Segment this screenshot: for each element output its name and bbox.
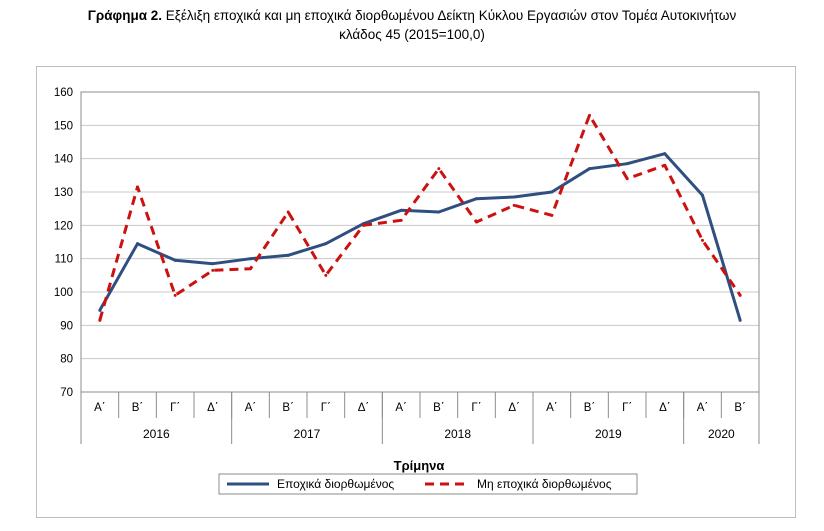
x-tick-label-year: 2018 bbox=[444, 427, 471, 441]
x-tick-label-quarter: Α΄ bbox=[245, 402, 257, 414]
chart-frame bbox=[36, 66, 796, 518]
data-point-series-1 bbox=[98, 308, 102, 312]
x-tick-label-quarter: Β΄ bbox=[282, 402, 294, 414]
data-point-series-1 bbox=[738, 318, 742, 322]
data-point-series-1 bbox=[550, 190, 554, 194]
legend-label-2: Μη εποχικά διορθωμένος bbox=[477, 477, 612, 491]
data-point-series-2 bbox=[625, 177, 629, 181]
y-tick-label: 150 bbox=[54, 120, 73, 132]
data-point-series-1 bbox=[173, 258, 177, 262]
data-point-series-2 bbox=[738, 293, 742, 297]
series-line-1 bbox=[98, 152, 742, 321]
data-point-series-2 bbox=[249, 267, 252, 271]
x-tick-label-year: 2016 bbox=[143, 427, 170, 441]
chart-title: Γράφημα 2. Εξέλιξη εποχικά και μη εποχικ… bbox=[0, 6, 824, 44]
x-tick-label-quarter: Δ΄ bbox=[659, 402, 671, 414]
y-axis: 70 80 90 100 110 120 130 140 150 160 bbox=[54, 87, 73, 399]
data-point-series-1 bbox=[324, 242, 328, 246]
x-tick-label-quarter: Α΄ bbox=[395, 402, 407, 414]
y-tick-label: 100 bbox=[54, 287, 73, 299]
x-tick-label-quarter: Γ΄ bbox=[321, 402, 331, 414]
y-tick-label: 120 bbox=[54, 220, 73, 232]
data-point-series-2 bbox=[588, 113, 591, 117]
plot-area-border bbox=[80, 91, 760, 393]
data-point-series-2 bbox=[362, 223, 365, 227]
data-point-series-1 bbox=[701, 193, 704, 197]
data-point-series-2 bbox=[663, 163, 667, 167]
series-line-2 bbox=[98, 113, 742, 321]
chart-title-line1: Εξέλιξη εποχικά και μη εποχικά διορθωμέν… bbox=[165, 8, 737, 23]
x-tick-label-quarter: Α΄ bbox=[546, 402, 558, 414]
x-tick-label-quarter: Β΄ bbox=[132, 402, 144, 414]
y-tick-label: 110 bbox=[55, 254, 73, 266]
data-point-series-1 bbox=[625, 162, 629, 166]
x-tick-label-quarter: Δ΄ bbox=[508, 402, 520, 414]
x-tick-label-quarter: Α΄ bbox=[697, 402, 709, 414]
data-point-series-2 bbox=[701, 238, 704, 242]
x-tick-label-quarter: Α΄ bbox=[94, 402, 106, 414]
x-tick-label-quarter: Β΄ bbox=[433, 402, 445, 414]
data-point-series-1 bbox=[512, 195, 516, 199]
data-point-series-2 bbox=[324, 273, 328, 277]
x-axis: Α΄ Β΄ Γ΄ Δ΄ Α΄ Β΄ Γ΄ Δ΄ Α΄ Β΄ Γ΄ Δ΄ Α΄ Β΄ Γ΄ Δ΄ Α΄ Β΄ 2016… bbox=[80, 392, 760, 444]
chart-title-lead: Γράφημα 2. bbox=[87, 8, 163, 23]
data-point-series-2 bbox=[136, 185, 139, 189]
data-point-series-1 bbox=[475, 197, 478, 201]
x-axis-label: Τρίμηνα bbox=[394, 458, 445, 473]
x-tick-label-quarter: Β΄ bbox=[734, 402, 746, 414]
data-point-series-2 bbox=[98, 318, 102, 322]
data-point-series-1 bbox=[136, 242, 139, 246]
y-tick-label: 90 bbox=[60, 320, 73, 332]
chart-title-line2: κλάδος 45 (2015=100,0) bbox=[339, 27, 485, 42]
data-point-series-2 bbox=[512, 203, 516, 207]
x-tick-label-quarter: Δ΄ bbox=[207, 402, 219, 414]
data-point-series-1 bbox=[249, 257, 252, 261]
y-tick-label: 80 bbox=[60, 354, 73, 366]
data-point-series-2 bbox=[437, 167, 441, 171]
x-tick-label-year: 2019 bbox=[595, 427, 622, 441]
y-tick-label: 160 bbox=[54, 87, 73, 99]
x-tick-label-year: 2017 bbox=[294, 427, 321, 441]
data-point-series-2 bbox=[475, 220, 478, 224]
y-tick-label: 130 bbox=[54, 187, 73, 199]
x-tick-label-quarter: Γ΄ bbox=[170, 402, 180, 414]
data-point-series-1 bbox=[437, 210, 441, 214]
x-tick-label-quarter: Β΄ bbox=[584, 402, 596, 414]
legend-label-1: Εποχικά διορθωμένος bbox=[277, 477, 394, 491]
data-point-series-1 bbox=[663, 152, 667, 156]
y-tick-label: 140 bbox=[54, 154, 73, 166]
data-point-series-2 bbox=[173, 293, 177, 297]
data-point-series-1 bbox=[211, 262, 215, 266]
data-point-series-2 bbox=[211, 268, 215, 272]
series-lines bbox=[98, 113, 742, 322]
x-tick-label-quarter: Γ΄ bbox=[471, 402, 481, 414]
data-point-series-1 bbox=[399, 208, 403, 212]
data-point-series-2 bbox=[399, 218, 403, 222]
gridlines bbox=[80, 91, 760, 393]
data-point-series-2 bbox=[286, 210, 290, 214]
data-point-series-1 bbox=[588, 167, 591, 171]
legend: Εποχικά διορθωμένος Μη εποχικά διορθωμένο… bbox=[218, 473, 638, 495]
x-tick-label-quarter: Δ΄ bbox=[358, 402, 370, 414]
x-tick-label-quarter: Γ΄ bbox=[622, 402, 632, 414]
x-tick-label-year: 2020 bbox=[708, 427, 735, 441]
y-tick-label: 70 bbox=[60, 387, 73, 399]
data-point-series-1 bbox=[286, 253, 290, 257]
data-point-series-2 bbox=[550, 213, 554, 217]
